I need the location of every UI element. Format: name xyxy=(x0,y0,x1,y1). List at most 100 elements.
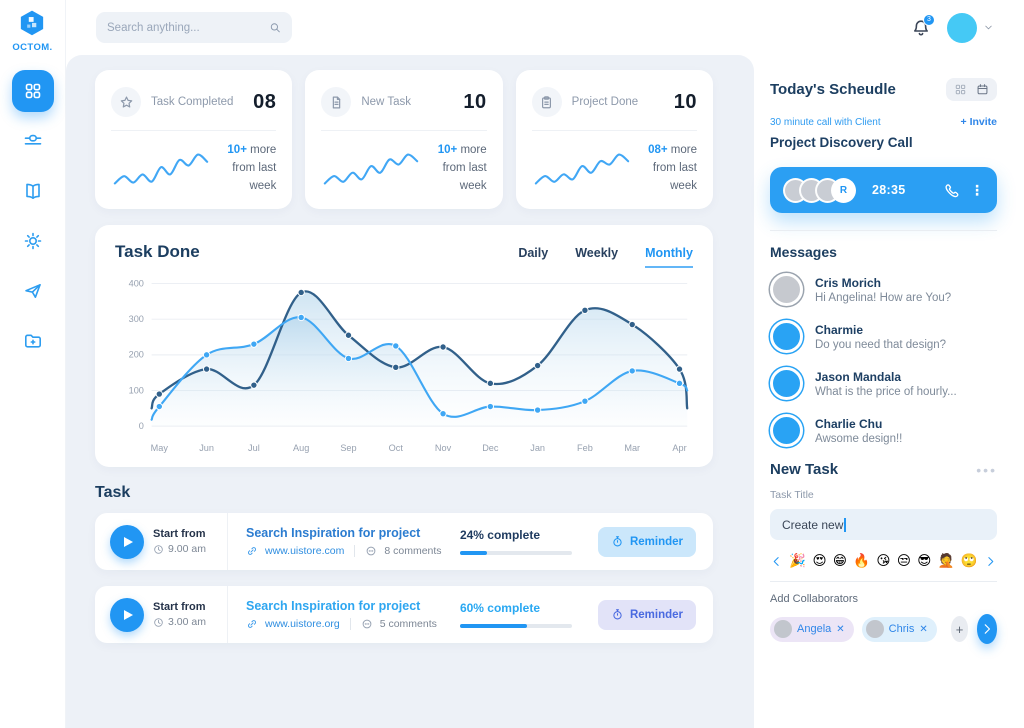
tune-icon xyxy=(23,131,43,151)
emoji-0[interactable]: 🎉 xyxy=(789,553,807,568)
stat-delta: 10+ more from last week xyxy=(227,144,277,192)
emoji-2[interactable]: 😁 xyxy=(832,553,847,568)
call-duration-label: 30 minute call with Client xyxy=(770,116,881,128)
chevron-down-icon xyxy=(983,22,994,33)
remove-collaborator-icon[interactable]: ✕ xyxy=(836,623,845,635)
svg-text:200: 200 xyxy=(129,350,144,360)
invite-button[interactable]: + Invite xyxy=(960,116,997,128)
settings-gear-icon xyxy=(23,231,43,251)
notifications-button[interactable]: 3 xyxy=(911,13,935,38)
sparkline xyxy=(534,153,629,185)
task-title-input[interactable]: Create new xyxy=(770,509,997,540)
call-card[interactable]: R 28:35 ⋮ xyxy=(770,167,997,213)
emoji-next-icon[interactable] xyxy=(984,555,997,568)
message-item-0[interactable]: Cris Morich Hi Angelina! How are You? xyxy=(770,273,997,306)
task-title-link[interactable]: Search Inspiration for project xyxy=(246,526,421,541)
emoji-prev-icon[interactable] xyxy=(770,555,783,568)
right-panel: Today's Scheudle 30 minute call with Cli… xyxy=(754,55,1024,728)
search-input[interactable] xyxy=(107,21,261,34)
message-item-1[interactable]: Charmie Do you need that design? xyxy=(770,320,997,353)
play-icon xyxy=(124,536,133,547)
calendar-view-icon[interactable] xyxy=(976,83,989,96)
divider xyxy=(770,581,997,582)
task-comments[interactable]: 5 comments xyxy=(379,618,437,631)
top-header: 3 xyxy=(66,0,1024,55)
sidebar-item-tune[interactable] xyxy=(12,120,54,162)
star-icon xyxy=(111,87,141,117)
play-icon xyxy=(124,609,133,620)
grid-view-icon[interactable] xyxy=(954,83,967,96)
message-item-3[interactable]: Charlie Chu Awsome design!! xyxy=(770,414,997,447)
play-button[interactable] xyxy=(110,524,144,559)
avatar xyxy=(865,620,884,638)
task-progress: 60% complete xyxy=(459,601,572,629)
emoji-6[interactable]: 😎 xyxy=(917,553,932,568)
stat-label: Project Done xyxy=(571,96,639,108)
svg-text:Jul: Jul xyxy=(248,444,260,454)
task-title-link[interactable]: Search Inspiration for project xyxy=(246,599,421,614)
tab-daily[interactable]: Daily xyxy=(518,246,549,261)
play-button[interactable] xyxy=(110,597,144,632)
svg-text:100: 100 xyxy=(129,386,144,396)
messages-list: Cris Morich Hi Angelina! How are You? Ch… xyxy=(770,273,997,447)
submit-task-button[interactable] xyxy=(976,614,997,644)
collaborators-label: Add Collaborators xyxy=(770,593,859,605)
sidebar-item-settings-gear[interactable] xyxy=(12,220,54,262)
message-item-2[interactable]: Jason Mandala What is the price of hourl… xyxy=(770,367,997,400)
sidebar-item-send-plane[interactable] xyxy=(12,270,54,312)
svg-text:Aug: Aug xyxy=(293,444,309,454)
task-time: 3.00 am xyxy=(153,616,206,628)
sidebar-item-dashboard-grid[interactable] xyxy=(11,70,54,112)
task-url[interactable]: www.uistore.org xyxy=(265,618,340,631)
sidebar-item-folder-add[interactable] xyxy=(12,320,54,362)
emoji-1[interactable]: 😍 xyxy=(812,553,827,568)
emoji-8[interactable]: 🙄 xyxy=(960,553,978,568)
remove-collaborator-icon[interactable]: ✕ xyxy=(919,623,928,635)
progress-label: 60% complete xyxy=(459,601,540,616)
user-menu[interactable] xyxy=(947,12,994,43)
avatar xyxy=(770,320,803,353)
chart-tabs: Daily Weekly Monthly xyxy=(518,246,693,269)
stat-delta: 10+ more from last week xyxy=(437,144,487,192)
schedule-view-toggle[interactable] xyxy=(946,78,997,101)
main-area: Task Completed 08 10+ more from last wee… xyxy=(66,55,754,728)
task-comments[interactable]: 8 comments xyxy=(384,545,442,558)
emoji-7[interactable]: 🤦 xyxy=(937,553,955,568)
stat-value: 10 xyxy=(673,90,697,113)
emoji-5[interactable]: 😒 xyxy=(896,553,911,568)
emoji-4[interactable]: 😘 xyxy=(876,553,891,568)
message-preview: What is the price of hourly... xyxy=(815,385,957,398)
sidebar-item-book[interactable] xyxy=(12,170,54,212)
task-url[interactable]: www.uistore.com xyxy=(265,545,345,558)
task-row-1: Start from 3.00 am Search Inspiration fo… xyxy=(95,586,713,644)
call-menu-icon[interactable]: ⋮ xyxy=(970,182,984,198)
comment-icon xyxy=(365,545,377,557)
reminder-button[interactable]: Reminder xyxy=(597,526,696,557)
sparkline xyxy=(324,153,419,185)
add-collaborator-button[interactable]: + xyxy=(950,616,969,642)
tab-weekly[interactable]: Weekly xyxy=(575,246,619,261)
avatar xyxy=(770,367,803,400)
link-icon xyxy=(246,618,258,630)
emoji-3[interactable]: 🔥 xyxy=(853,553,871,568)
divider xyxy=(770,230,997,231)
brand-logo[interactable]: OCTOM. xyxy=(12,9,52,53)
chart-title: Task Done xyxy=(115,242,200,262)
reminder-button[interactable]: Reminder xyxy=(597,599,696,630)
chart-header: Task Done Daily Weekly Monthly xyxy=(115,242,693,269)
collaborator-chip-chris: Chris ✕ xyxy=(861,616,937,642)
sparkline xyxy=(113,153,209,185)
call-title: Project Discovery Call xyxy=(770,135,913,150)
tab-monthly[interactable]: Monthly xyxy=(645,246,693,269)
new-task-menu-icon[interactable]: ••• xyxy=(976,461,997,478)
progress-bar xyxy=(459,551,572,556)
search-icon[interactable] xyxy=(269,20,281,35)
search-box[interactable] xyxy=(96,12,292,43)
participant-avatar-initial: R xyxy=(831,177,856,203)
task-start-label: Start from xyxy=(153,601,206,614)
message-preview: Hi Angelina! How are You? xyxy=(815,291,952,304)
collaborators-row: Angela ✕ Chris ✕ + xyxy=(770,614,997,644)
task-list: Start from 9.00 am Search Inspiration fo… xyxy=(95,513,713,644)
svg-text:Oct: Oct xyxy=(389,444,404,454)
phone-icon[interactable] xyxy=(942,182,959,199)
